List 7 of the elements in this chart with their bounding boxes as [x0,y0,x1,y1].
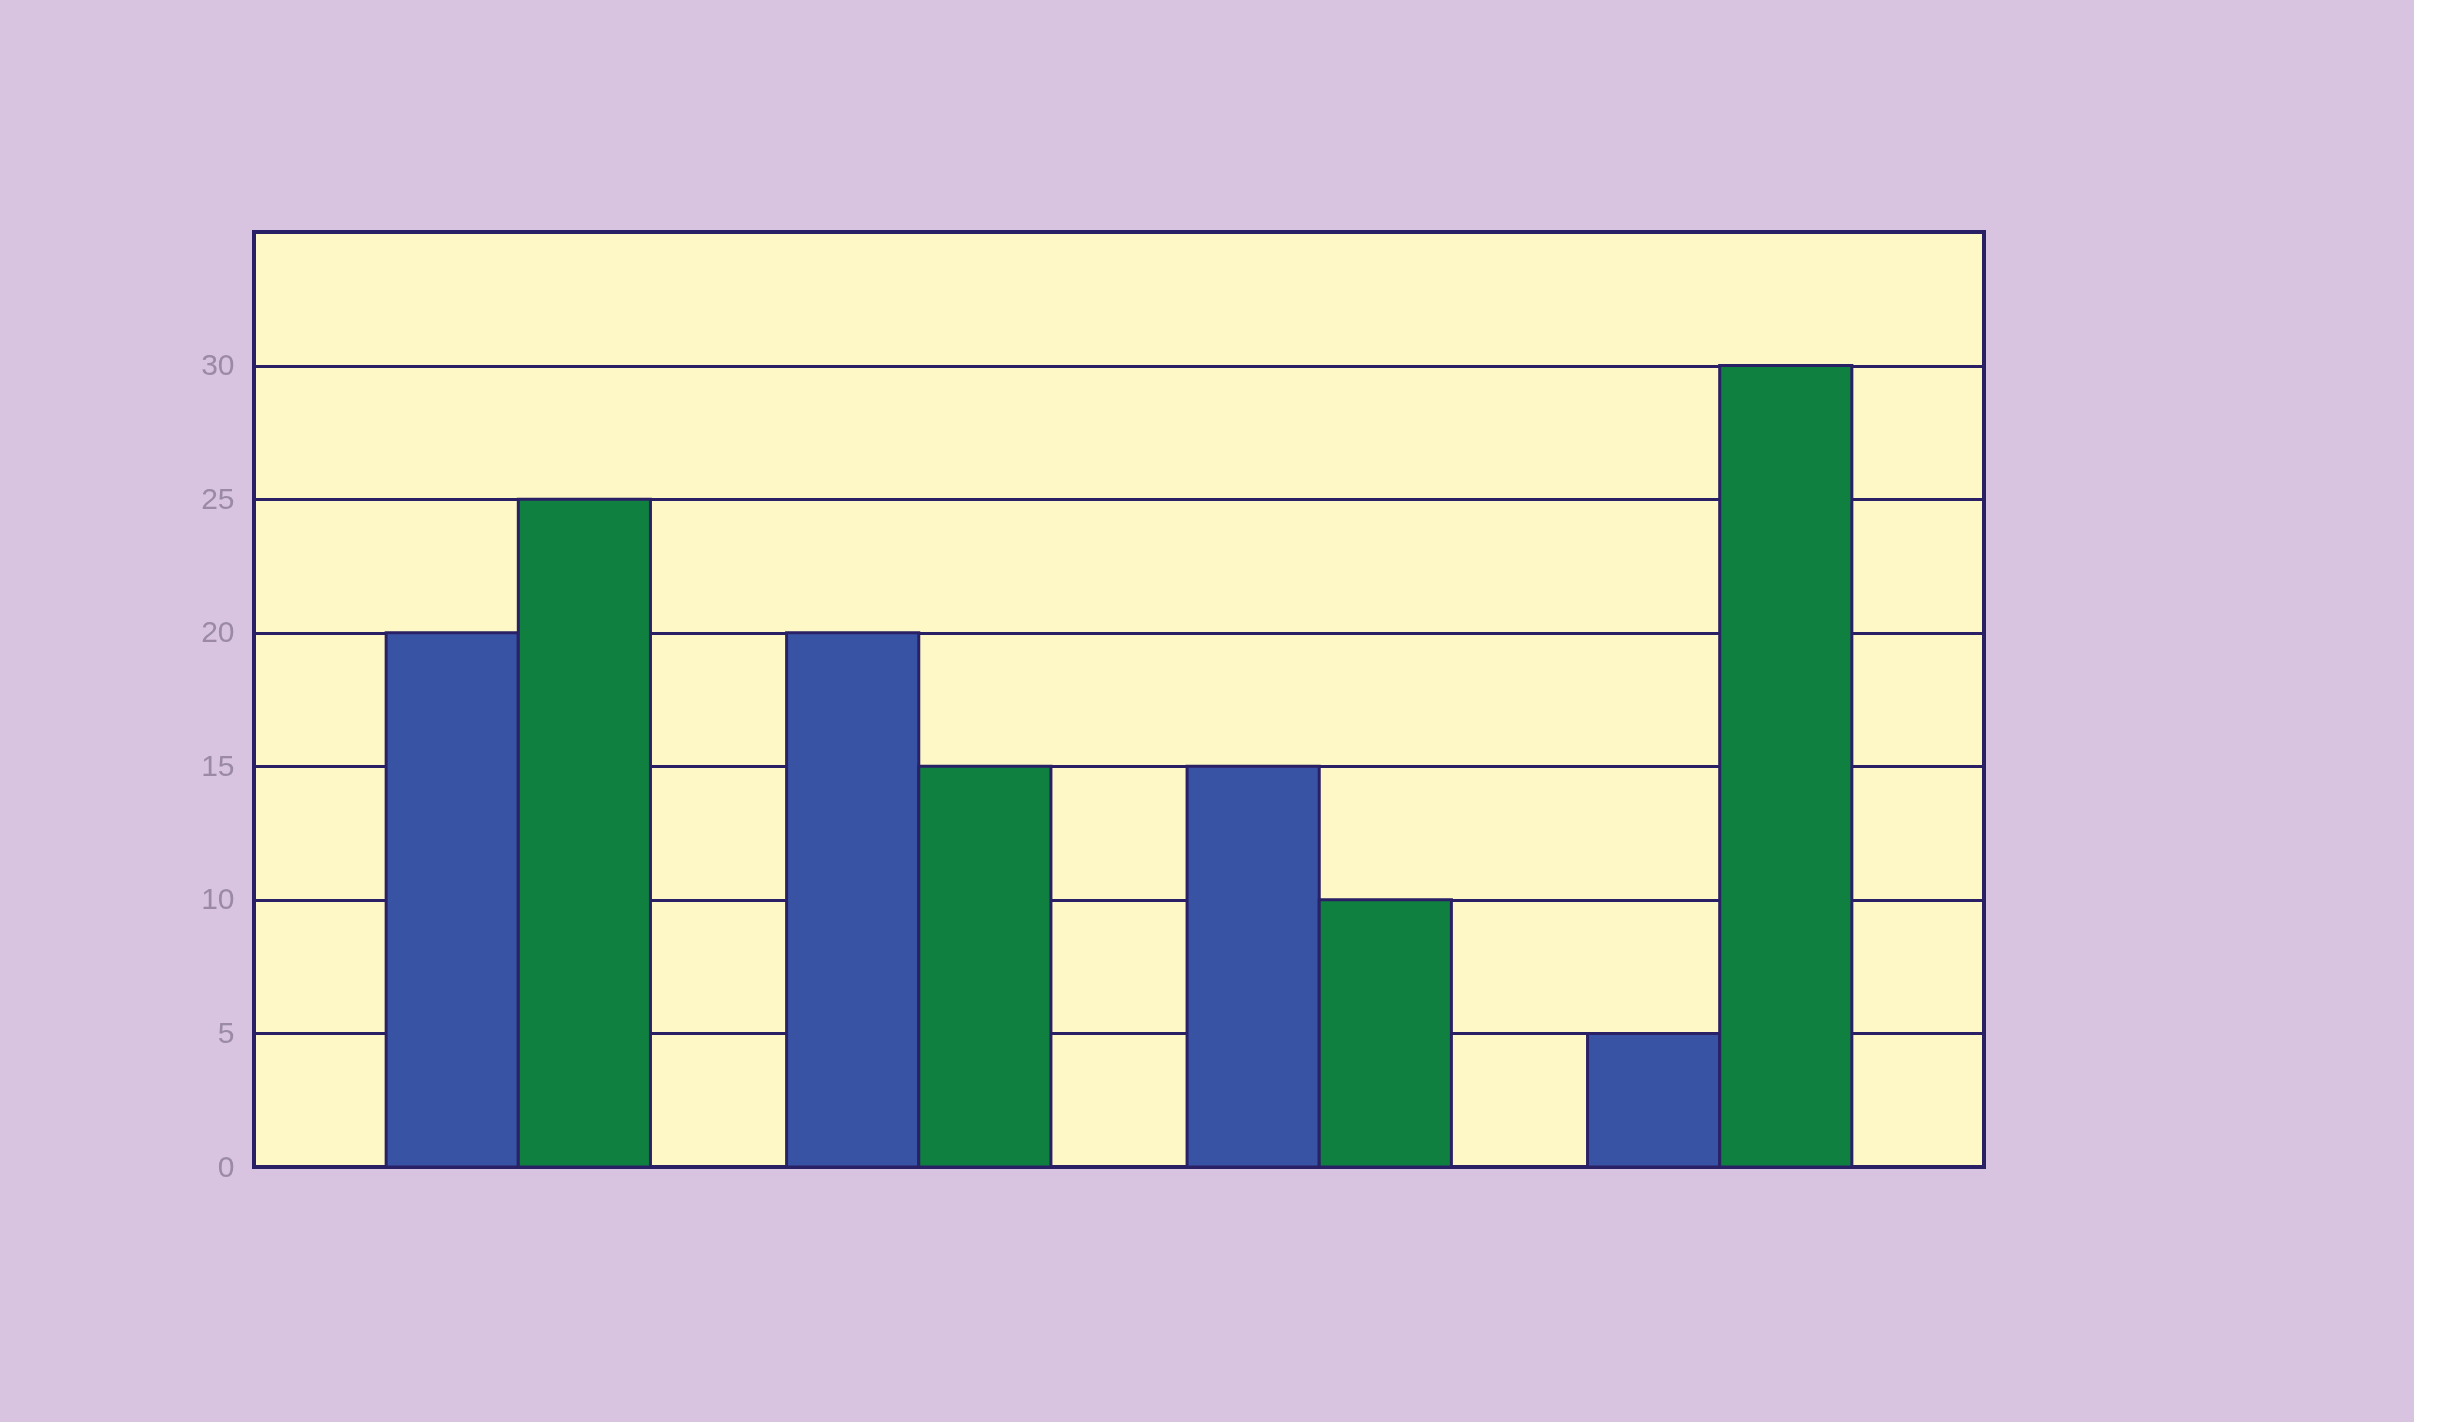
y-tick-label: 5 [217,1015,235,1049]
y-tick-label: 30 [201,348,235,382]
y-tick-label: 15 [201,748,235,782]
y-tick-label: 20 [201,615,235,649]
y-tick-label: 25 [201,481,235,515]
y-tick-label: 10 [201,882,235,916]
y-tick-label: 0 [217,1149,235,1183]
